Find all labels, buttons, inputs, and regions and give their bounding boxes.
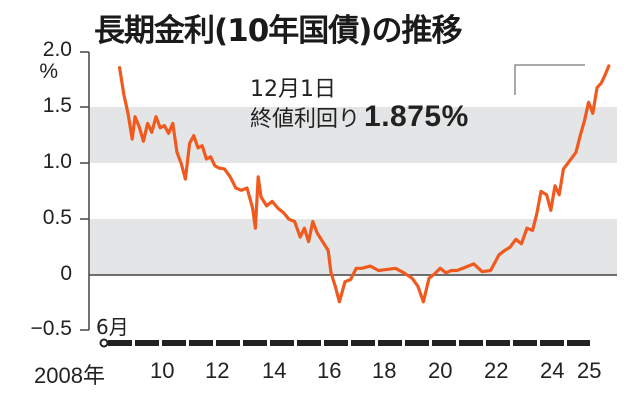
band-0-0.5 <box>90 219 617 275</box>
timeline-bar <box>99 338 590 348</box>
timeline-start-marker <box>99 338 109 348</box>
x-tick-label: 16 <box>317 358 342 383</box>
x-tick-label: 2008年 <box>34 363 105 388</box>
start-month-label: 6月 <box>96 315 129 339</box>
y-tick-label: −0.5 <box>30 317 72 340</box>
y-tick-label: 0 <box>60 262 72 285</box>
y-tick-label: 1.0 <box>42 150 72 173</box>
annotation-label: 終値利回り <box>250 107 361 132</box>
y-unit-label: % <box>39 60 58 83</box>
y-axis-ticks <box>80 51 89 331</box>
x-tick-label: 14 <box>262 358 287 383</box>
annotation-value: 1.875% <box>364 100 469 133</box>
x-tick-label: 12 <box>205 358 230 383</box>
annotation-leader <box>514 64 585 95</box>
annotation-date: 12月1日 <box>250 77 336 102</box>
x-tick-label: 20 <box>428 358 453 383</box>
x-tick-label: 24 <box>540 358 565 383</box>
chart-title: 長期金利(10年国債)の推移 <box>94 13 462 49</box>
yield-line <box>117 64 611 304</box>
y-tick-label: 2.0 <box>42 38 72 61</box>
y-tick-label: 0.5 <box>42 206 72 229</box>
y-tick-label: 1.5 <box>42 94 72 117</box>
x-tick-label: 25 <box>577 358 602 383</box>
x-tick-label: 18 <box>372 358 397 383</box>
x-tick-label: 10 <box>150 358 175 383</box>
x-tick-label: 22 <box>484 358 509 383</box>
annotation-line: 終値利回り 1.875% <box>250 100 469 134</box>
